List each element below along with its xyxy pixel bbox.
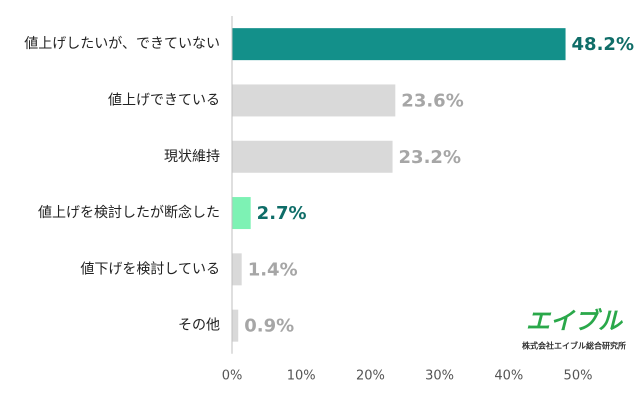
x-tick-label: 0% (222, 369, 243, 384)
value-label: 0.9% (244, 316, 294, 337)
x-tick-label: 40% (494, 369, 523, 384)
value-label: 2.7% (257, 203, 307, 224)
logo-mark: エイブル (526, 307, 624, 335)
bar (232, 140, 393, 173)
category-label: 値上げできている (108, 92, 220, 108)
bar (232, 84, 396, 117)
bar (232, 197, 251, 230)
logo-company: 株式会社エイブル総合研究所 (522, 341, 626, 351)
value-label: 23.2% (399, 147, 461, 168)
bar (232, 309, 239, 342)
x-tick-label: 30% (425, 369, 454, 384)
value-label: 23.6% (401, 90, 463, 111)
x-tick-label: 20% (356, 369, 385, 384)
x-tick-label: 10% (287, 369, 316, 384)
value-label: 1.4% (248, 259, 298, 280)
value-label: 48.2% (572, 34, 634, 55)
category-label: 値下げを検討している (80, 261, 220, 277)
x-tick-label: 50% (564, 369, 593, 384)
category-label: 値上げを検討したが断念した (38, 204, 220, 221)
category-label: 現状維持 (164, 149, 220, 165)
bar (232, 253, 242, 286)
category-label: その他 (178, 318, 220, 334)
bar (232, 28, 566, 61)
category-label: 値上げしたいが、できていない (24, 36, 220, 52)
